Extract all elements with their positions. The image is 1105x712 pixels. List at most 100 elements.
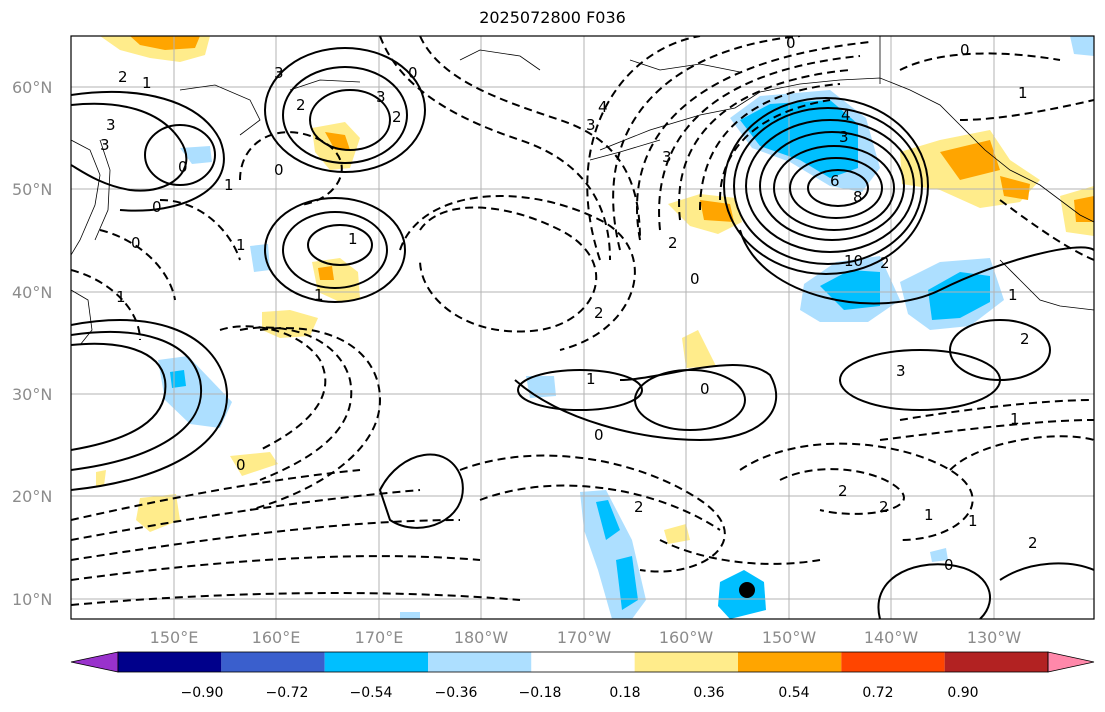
contour-label: 0: [690, 270, 700, 288]
shade-patch: [170, 370, 186, 388]
contour-label: 1: [924, 506, 934, 524]
lon-label: 130°W: [967, 628, 1022, 647]
coastlines: [71, 36, 1094, 346]
colorbar-tick-label: 0.90: [947, 685, 978, 701]
contour-label: 0: [408, 64, 418, 82]
colorbar-swatch: [738, 652, 842, 672]
colorbar-tick-label: −0.18: [519, 685, 562, 701]
colorbar-swatch: [634, 652, 738, 672]
shade-patch: [130, 36, 200, 50]
shade-patch: [596, 500, 620, 540]
contour-label: 1: [348, 230, 358, 248]
colorbar: [70, 651, 1095, 673]
contour-label: 4: [841, 106, 851, 124]
contour-label: 10: [844, 252, 863, 270]
contour-label: 3: [662, 148, 672, 166]
contour-label: 2: [392, 108, 402, 126]
colorbar-extend-high: [1047, 651, 1095, 673]
colorbar-tick-label: −0.36: [435, 685, 478, 701]
contour-label: 3: [586, 116, 596, 134]
lat-label: 50°N: [12, 180, 52, 199]
contour-label: 2: [118, 68, 128, 86]
contour-label: 8: [853, 188, 863, 206]
contour-label: 1: [224, 176, 234, 194]
contour-label: 1: [1018, 84, 1028, 102]
contour-label: 1: [116, 288, 126, 306]
shade-patch: [1074, 196, 1094, 222]
lon-label: 150°W: [762, 628, 817, 647]
contour-label: 0: [131, 234, 141, 252]
contour-label: 2: [879, 498, 889, 516]
contour-label: 1: [968, 512, 978, 530]
lon-label: 150°E: [150, 628, 199, 647]
contour-label: 0: [700, 380, 710, 398]
contour-label: 3: [839, 128, 849, 146]
lat-label: 30°N: [12, 385, 52, 404]
contour-label: 3: [106, 116, 116, 134]
lon-label: 160°W: [659, 628, 714, 647]
contour-label: 2: [668, 234, 678, 252]
lon-label: 180°W: [454, 628, 509, 647]
lat-label: 20°N: [12, 487, 52, 506]
contour-label: 2: [296, 96, 306, 114]
contour-label: 1: [314, 286, 324, 304]
lat-label: 10°N: [12, 590, 52, 609]
colorbar-swatch: [531, 652, 635, 672]
colorbar-tick-label: −0.72: [266, 685, 309, 701]
contour-label: 0: [178, 158, 188, 176]
contour-label: 2: [594, 304, 604, 322]
colorbar-tick-label: 0.72: [862, 685, 893, 701]
colorbar-swatch: [944, 652, 1048, 672]
colorbar-swatch: [118, 652, 222, 672]
shade-patch: [318, 266, 334, 280]
contour-label: 2: [1028, 534, 1038, 552]
contour-label: 3: [274, 64, 284, 82]
latitude-labels: 60°N 50°N 40°N 30°N 20°N 10°N: [12, 78, 52, 609]
contour-label: 1: [586, 370, 596, 388]
lon-label: 170°W: [557, 628, 612, 647]
map-frame: [70, 35, 1095, 620]
contour-label: 1: [142, 74, 152, 92]
contour-label: 0: [236, 456, 246, 474]
shade-patch: [1000, 176, 1030, 200]
longitude-labels: 150°E 160°E 170°E 180°W 170°W 160°W 150°…: [150, 628, 1022, 647]
contour-lines: [71, 36, 1094, 619]
contour-label: 2: [838, 482, 848, 500]
colorbar-tick-label: 0.36: [693, 685, 724, 701]
contour-label: 3: [100, 136, 110, 154]
contour-label: 0: [594, 426, 604, 444]
shade-patch: [180, 146, 212, 164]
shade-patch: [682, 330, 716, 368]
colorbar-tick-label: −0.90: [181, 685, 224, 701]
shade-patch: [400, 612, 420, 619]
contour-label: 1: [1010, 410, 1020, 428]
contour-label: 1: [1008, 286, 1018, 304]
lon-label: 170°E: [355, 628, 404, 647]
contour-label: 0: [152, 198, 162, 216]
shade-patch: [1070, 36, 1094, 56]
lon-label: 160°E: [252, 628, 301, 647]
colorbar-tick-label: −0.54: [350, 685, 393, 701]
contour-label: 0: [274, 161, 284, 179]
shade-patch: [262, 310, 318, 338]
lat-label: 40°N: [12, 283, 52, 302]
shading-layer: [96, 36, 1094, 619]
marker-dot: [739, 582, 755, 598]
colorbar-frame: [117, 651, 1049, 673]
contour-label: 0: [944, 556, 954, 574]
colorbar-swatch: [221, 652, 325, 672]
colorbar-extend-low: [70, 651, 119, 673]
shade-patch: [664, 524, 690, 544]
shade-patch: [616, 556, 638, 610]
shade-patch: [526, 376, 556, 398]
contour-label: 0: [786, 34, 796, 52]
contour-label: 3: [376, 88, 386, 106]
contour-label: 3: [896, 362, 906, 380]
shade-patch: [250, 244, 270, 272]
colorbar-swatch: [841, 652, 945, 672]
contour-label: 2: [634, 498, 644, 516]
lat-label: 60°N: [12, 78, 52, 97]
contour-label: 1: [236, 236, 246, 254]
map-title: 2025072800 F036: [479, 8, 626, 27]
